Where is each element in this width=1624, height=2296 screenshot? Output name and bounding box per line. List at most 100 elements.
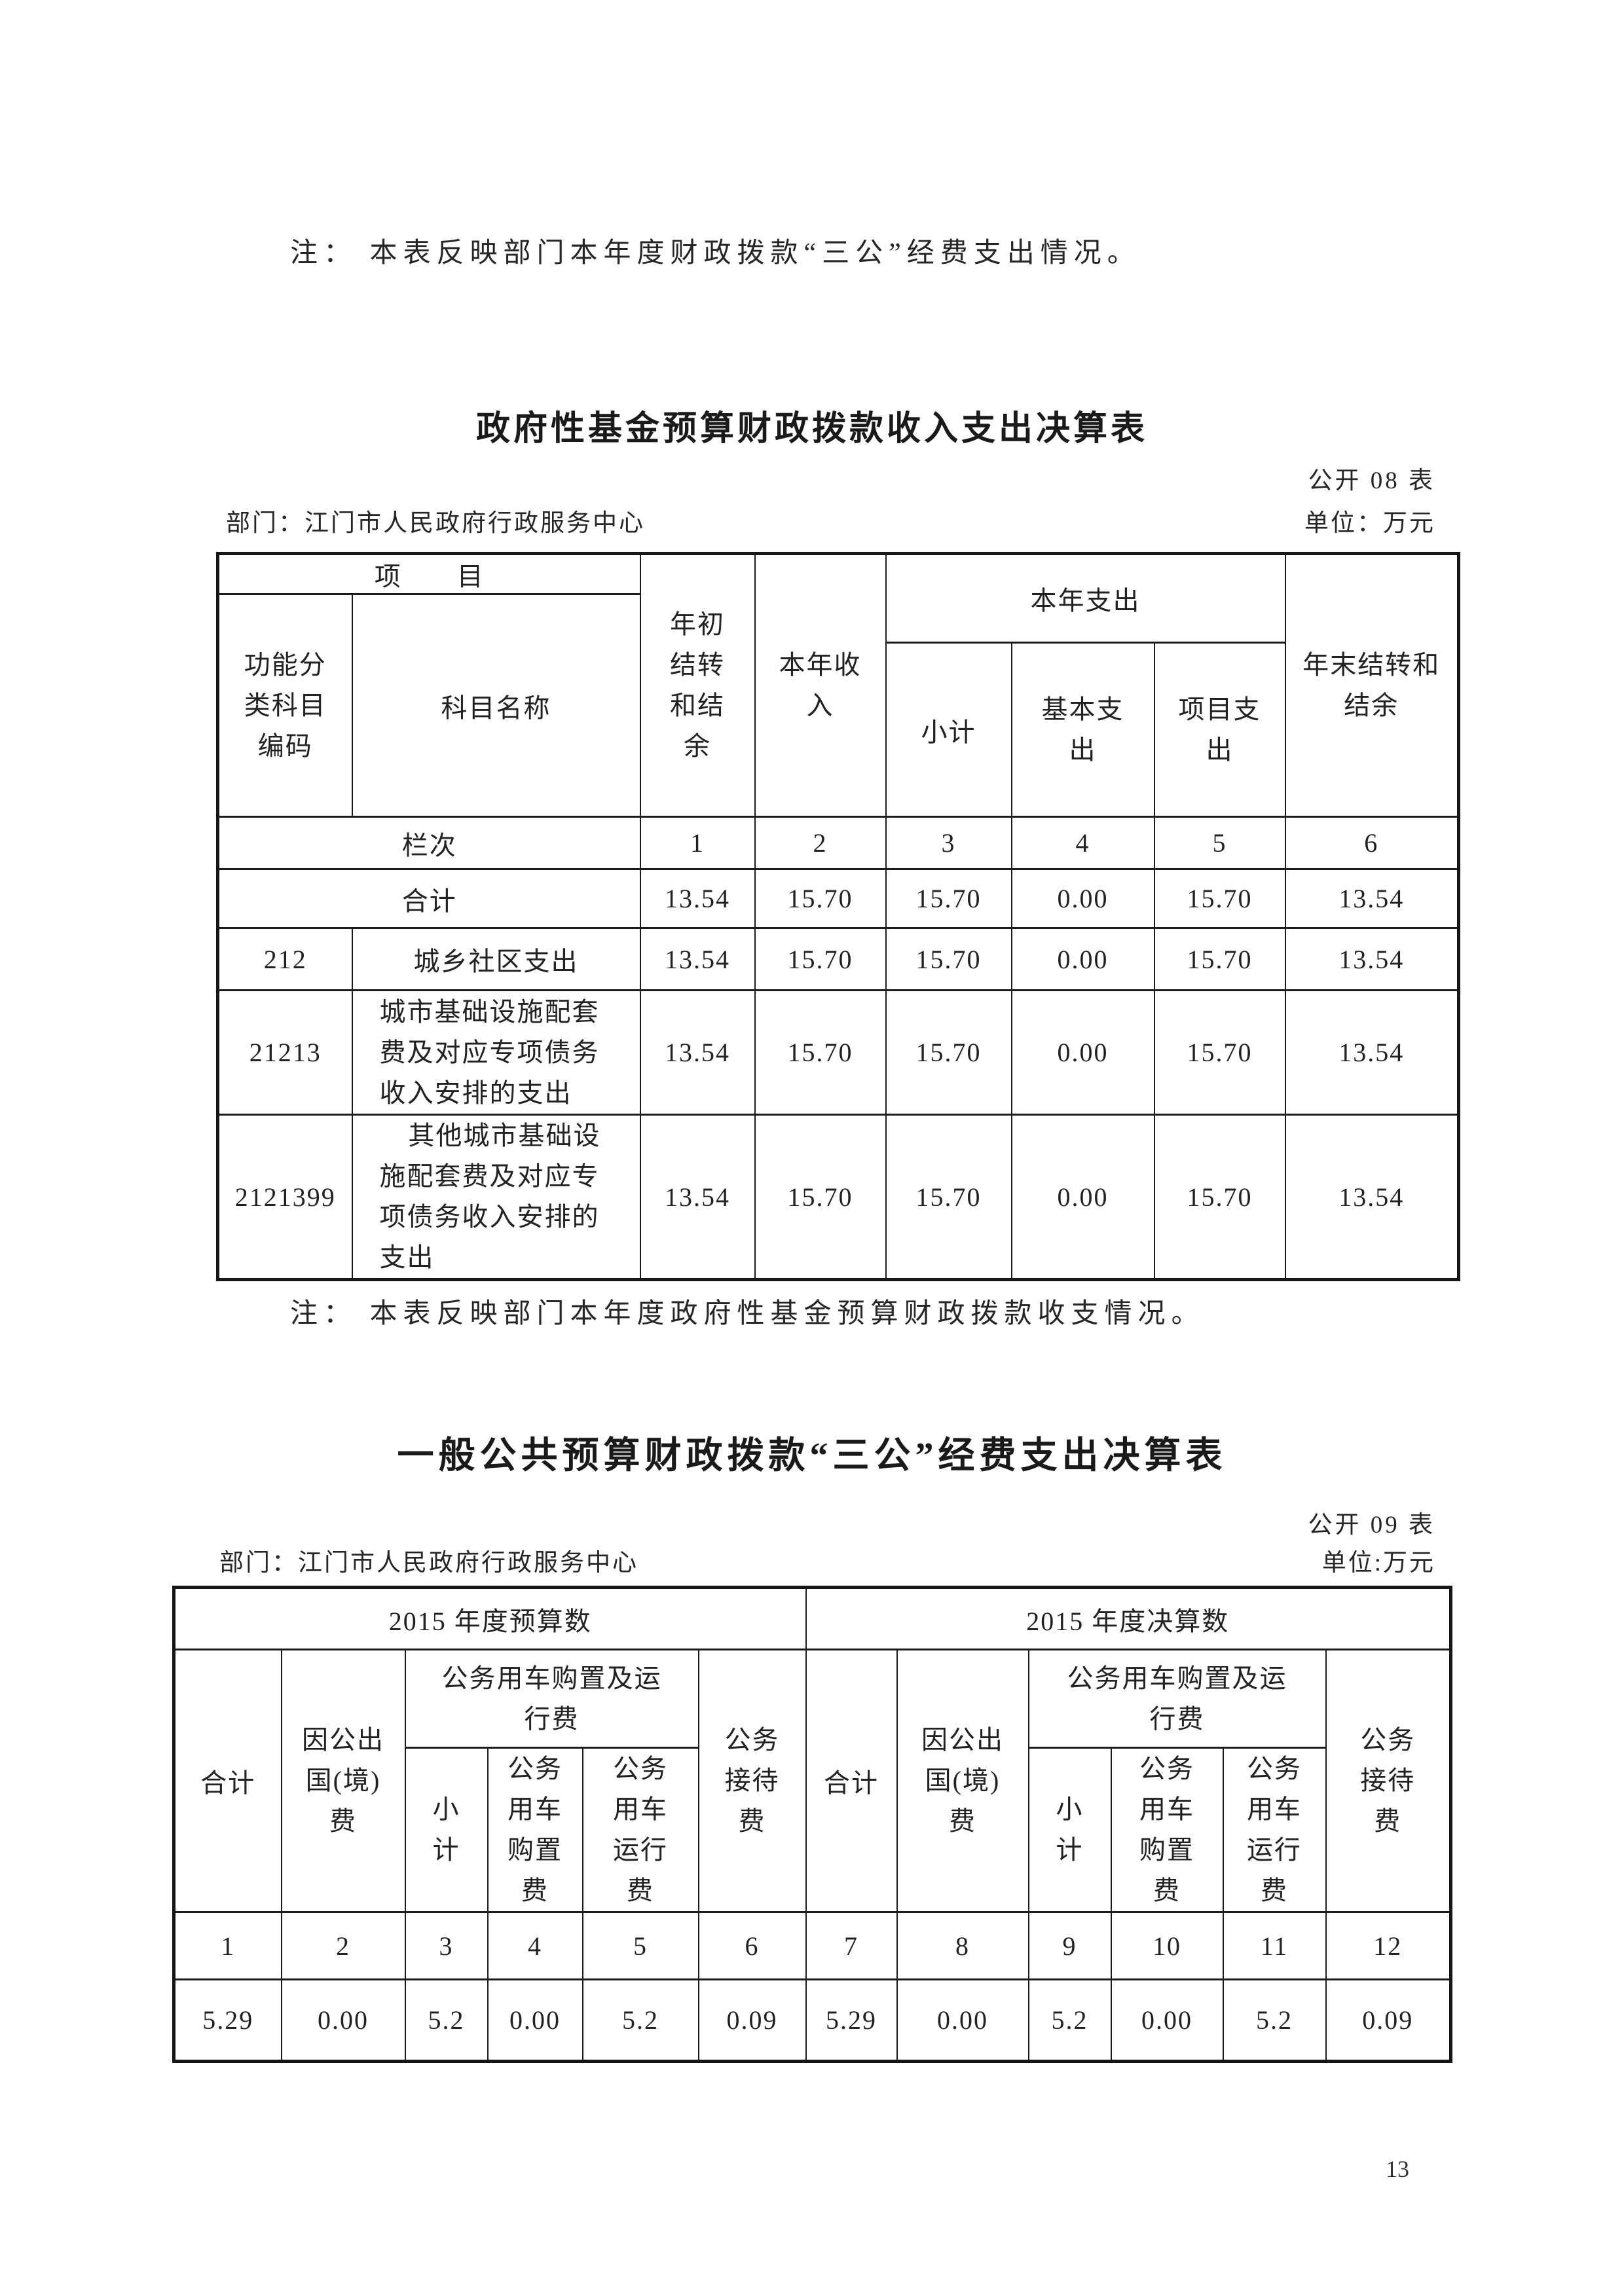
col-index: 8	[896, 1911, 1029, 1980]
table09-department: 部门：江门市人民政府行政服务中心	[219, 1550, 638, 1576]
table09-unit: 单位:万元	[1321, 1550, 1435, 1576]
cell-value: 13.54	[1284, 927, 1460, 991]
cell-code: 2121399	[217, 1114, 353, 1281]
row-label-total: 合计	[217, 868, 641, 929]
table09-title: 一般公共预算财政拨款“三公”经费支出决算表	[397, 1436, 1227, 1476]
th-basic-expense: 基本支出	[1010, 642, 1155, 818]
three-public-expense-table: 2015 年度预算数 2015 年度决算数 合计 因公出国(境)费 公务用车购置…	[172, 1586, 1452, 2063]
cell-value: 0.00	[1010, 1114, 1155, 1281]
cell-value: 15.70	[1153, 868, 1286, 929]
th-income: 本年收入	[754, 553, 887, 818]
cell-value: 5.2	[581, 1978, 699, 2062]
cell-value: 13.54	[639, 1114, 756, 1281]
cell-value: 0.00	[1010, 927, 1155, 991]
th-abroad-budget: 因公出国(境)费	[280, 1649, 406, 1913]
table08-title: 政府性基金预算财政拨款收入支出决算表	[475, 410, 1148, 448]
cell-value: 15.70	[885, 868, 1012, 929]
gov-fund-budget-table: 项 目 年初结转和结余 本年收入 本年支出 年末结转和结余 功能分类科目编码 科…	[216, 552, 1461, 1281]
cell-value: 5.2	[404, 1978, 489, 2062]
th-subtotal: 小计	[885, 642, 1012, 818]
cell-value: 13.54	[639, 989, 756, 1116]
th-function-code: 功能分类科目编码	[217, 593, 353, 818]
th-abroad-final: 因公出国(境)费	[896, 1649, 1029, 1913]
th-budget-group: 2015 年度预算数	[173, 1586, 807, 1650]
col-index: 2	[280, 1911, 406, 1980]
cell-value: 0.00	[896, 1978, 1029, 2062]
cell-value: 5.29	[805, 1978, 898, 2062]
col-index: 11	[1222, 1911, 1327, 1980]
cell-name: 城市基础设施配套费及对应专项债务收入安排的支出	[351, 989, 641, 1116]
th-begin-balance: 年初结转和结余	[639, 553, 756, 818]
col-index: 3	[404, 1911, 489, 1980]
top-note: 注： 本表反映部门本年度财政拨款“三公”经费支出情况。	[290, 238, 1141, 268]
cell-value: 0.00	[1010, 868, 1155, 929]
cell-value: 13.54	[1284, 1114, 1460, 1281]
table-row: 2121399 其他城市基础设施配套费及对应专项债务收入安排的支出 13.54 …	[217, 1114, 1460, 1281]
cell-value: 15.70	[754, 868, 887, 929]
cell-value: 0.00	[1010, 989, 1155, 1116]
th-project-expense: 项目支出	[1153, 642, 1286, 818]
th-operation-final: 公务用车运行费	[1222, 1747, 1327, 1913]
col-index: 2	[754, 816, 887, 870]
cell-value: 5.2	[1222, 1978, 1327, 2062]
cell-value: 13.54	[1284, 989, 1460, 1116]
column-index-row: 栏次 1 2 3 4 5 6	[217, 816, 1460, 870]
cell-value: 15.70	[754, 1114, 887, 1281]
cell-value: 13.54	[639, 927, 756, 991]
table08-unit: 单位：万元	[1304, 510, 1435, 537]
col-index: 7	[805, 1911, 898, 1980]
cell-code: 21213	[217, 989, 353, 1116]
col-index: 4	[1010, 816, 1155, 870]
cell-value: 13.54	[1284, 868, 1460, 929]
cell-value: 0.00	[1110, 1978, 1224, 2062]
col-index: 1	[639, 816, 756, 870]
col-index: 10	[1110, 1911, 1224, 1980]
cell-value: 15.70	[754, 989, 887, 1116]
col-index: 5	[1153, 816, 1286, 870]
th-reception-final: 公务接待费	[1325, 1649, 1452, 1913]
cell-name: 其他城市基础设施配套费及对应专项债务收入安排的支出	[351, 1114, 641, 1281]
column-index-row: 1 2 3 4 5 6 7 8 9 10 11 12	[173, 1911, 1452, 1980]
cell-value: 13.54	[639, 868, 756, 929]
cell-value: 0.09	[697, 1978, 807, 2062]
th-expense-group: 本年支出	[885, 553, 1286, 644]
table-row: 21213 城市基础设施配套费及对应专项债务收入安排的支出 13.54 15.7…	[217, 989, 1460, 1116]
table08-tag: 公开 08 表	[1308, 467, 1435, 494]
cell-code: 212	[217, 927, 353, 991]
table09-tag: 公开 09 表	[1308, 1512, 1435, 1539]
th-operation-budget: 公务用车运行费	[581, 1747, 699, 1913]
col-index: 1	[173, 1911, 282, 1980]
th-end-balance: 年末结转和结余	[1284, 553, 1460, 818]
cell-value: 15.70	[1153, 927, 1286, 991]
cell-value: 5.2	[1027, 1978, 1112, 2062]
th-vehicle-group-budget: 公务用车购置及运行费	[404, 1649, 699, 1749]
th-project: 项 目	[217, 553, 641, 595]
cell-value: 15.70	[1153, 1114, 1286, 1281]
cell-value: 0.00	[487, 1978, 583, 2062]
cell-value: 5.29	[173, 1978, 282, 2062]
th-final-group: 2015 年度决算数	[805, 1586, 1452, 1650]
cell-value: 15.70	[1153, 989, 1286, 1116]
cell-value: 15.70	[885, 1114, 1012, 1281]
col-index: 5	[581, 1911, 699, 1980]
col-index: 3	[885, 816, 1012, 870]
values-row: 5.29 0.00 5.2 0.00 5.2 0.09 5.29 0.00 5.…	[173, 1978, 1452, 2062]
th-reception-budget: 公务接待费	[697, 1649, 807, 1913]
page-number: 13	[1386, 2156, 1409, 2182]
col-index: 4	[487, 1911, 583, 1980]
col-index: 6	[697, 1911, 807, 1980]
th-total-budget: 合计	[173, 1649, 282, 1913]
total-row: 合计 13.54 15.70 15.70 0.00 15.70 13.54	[217, 868, 1460, 929]
th-purchase-budget: 公务用车购置费	[487, 1747, 583, 1913]
th-subtotal-final: 小计	[1027, 1747, 1112, 1913]
col-index: 12	[1325, 1911, 1452, 1980]
col-index: 9	[1027, 1911, 1112, 1980]
cell-value: 15.70	[885, 989, 1012, 1116]
table-row: 212 城乡社区支出 13.54 15.70 15.70 0.00 15.70 …	[217, 927, 1460, 991]
cell-value: 15.70	[754, 927, 887, 991]
cell-value: 15.70	[885, 927, 1012, 991]
table08-note: 注： 本表反映部门本年度政府性基金预算财政拨款收支情况。	[290, 1299, 1205, 1329]
cell-value: 0.09	[1325, 1978, 1452, 2062]
table08-department: 部门：江门市人民政府行政服务中心	[226, 510, 645, 537]
